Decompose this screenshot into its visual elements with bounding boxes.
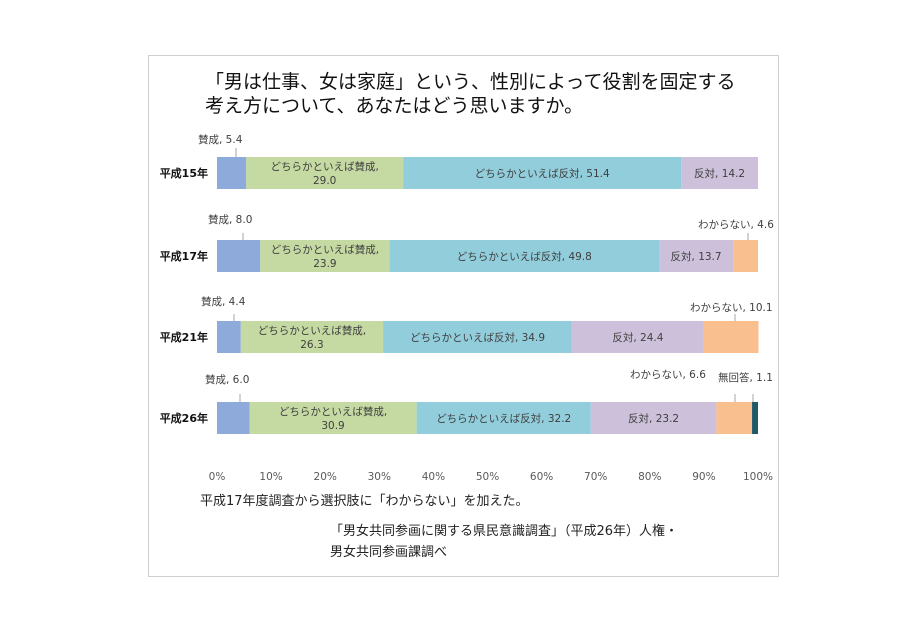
data-label: どちらかといえば賛成, (270, 160, 378, 173)
x-tick-label: 80% (638, 471, 661, 483)
chart-title-line-2: 考え方について、あなたはどう思いますか。 (205, 95, 584, 117)
x-tick-label: 20% (314, 471, 337, 483)
category-label: 平成17年 (160, 249, 208, 263)
data-label: どちらかといえば反対, 32.2 (436, 412, 571, 425)
bar-segment (217, 402, 250, 434)
data-label: 賛成, 8.0 (208, 213, 252, 226)
x-tick-label: 70% (584, 471, 607, 483)
data-label: 無回答, 1.1 (718, 371, 773, 384)
bar-segment (716, 402, 753, 434)
bar-segment (403, 157, 682, 189)
data-label: どちらかといえば反対, 34.9 (410, 331, 545, 344)
data-label: 23.9 (313, 258, 336, 270)
bar-segment (571, 321, 704, 353)
bar-segment (658, 240, 734, 272)
source-line-1: 「男女共同参画に関する県民意識調査」（平成26年）人権・ (330, 524, 679, 539)
data-label: わからない, 6.6 (630, 369, 706, 381)
data-label: どちらかといえば賛成, (258, 324, 366, 337)
bar-segment (260, 240, 390, 272)
bar-segment (733, 240, 758, 272)
bar-segment (240, 321, 384, 353)
bar-segment (383, 321, 572, 353)
category-label: 平成26年 (160, 411, 208, 425)
data-label: わからない, 10.1 (690, 302, 773, 314)
data-label: 賛成, 6.0 (205, 373, 249, 386)
bar-segment (217, 157, 247, 189)
bar-segment (703, 321, 759, 353)
data-label: 賛成, 5.4 (198, 133, 243, 146)
x-tick-label: 30% (368, 471, 391, 483)
x-tick-label: 60% (530, 471, 553, 483)
bar-segment (752, 402, 758, 434)
data-label: 26.3 (300, 339, 323, 351)
data-label: どちらかといえば反対, 51.4 (475, 167, 610, 180)
chart-source: 「男女共同参画に関する県民意識調査」（平成26年）人権・ 男女共同参画課調べ (330, 521, 750, 563)
data-label: 反対, 14.2 (694, 167, 745, 180)
x-tick-label: 0% (209, 471, 226, 483)
data-label: どちらかといえば反対, 49.8 (457, 250, 592, 263)
bar-segment (590, 402, 717, 434)
data-label: 賛成, 4.4 (201, 295, 246, 308)
category-label: 平成15年 (160, 166, 208, 180)
chart-title: 「男は仕事、女は家庭」という、性別によって役割を固定する 考え方について、あなた… (205, 70, 765, 118)
bar-segment (217, 321, 241, 353)
category-label: 平成21年 (160, 330, 208, 344)
source-line-2: 男女共同参画課調べ (330, 545, 448, 560)
data-label: どちらかといえば賛成, (279, 405, 387, 418)
data-label: どちらかといえば賛成, (271, 243, 379, 256)
bar-segment (389, 240, 659, 272)
x-tick-label: 40% (422, 471, 445, 483)
data-label: わからない, 4.6 (698, 219, 774, 231)
chart-note: 平成17年度調査から選択肢に「わからない」を加えた。 (200, 494, 529, 509)
chart-title-line-1: 「男は仕事、女は家庭」という、性別によって役割を固定する (205, 71, 736, 93)
bar-segment (249, 402, 417, 434)
chart-frame (148, 55, 779, 577)
data-label: 30.9 (321, 420, 344, 432)
bar-segment (681, 157, 758, 189)
x-tick-label: 90% (692, 471, 715, 483)
bar-segment (217, 240, 261, 272)
data-label: 反対, 13.7 (671, 250, 722, 263)
data-label: 29.0 (313, 175, 336, 187)
x-tick-label: 10% (259, 471, 282, 483)
bar-segment (416, 402, 591, 434)
data-label: 反対, 24.4 (612, 331, 663, 344)
x-tick-label: 50% (476, 471, 499, 483)
data-label: 反対, 23.2 (628, 412, 679, 425)
x-tick-label: 100% (743, 471, 773, 483)
bar-segment (246, 157, 404, 189)
